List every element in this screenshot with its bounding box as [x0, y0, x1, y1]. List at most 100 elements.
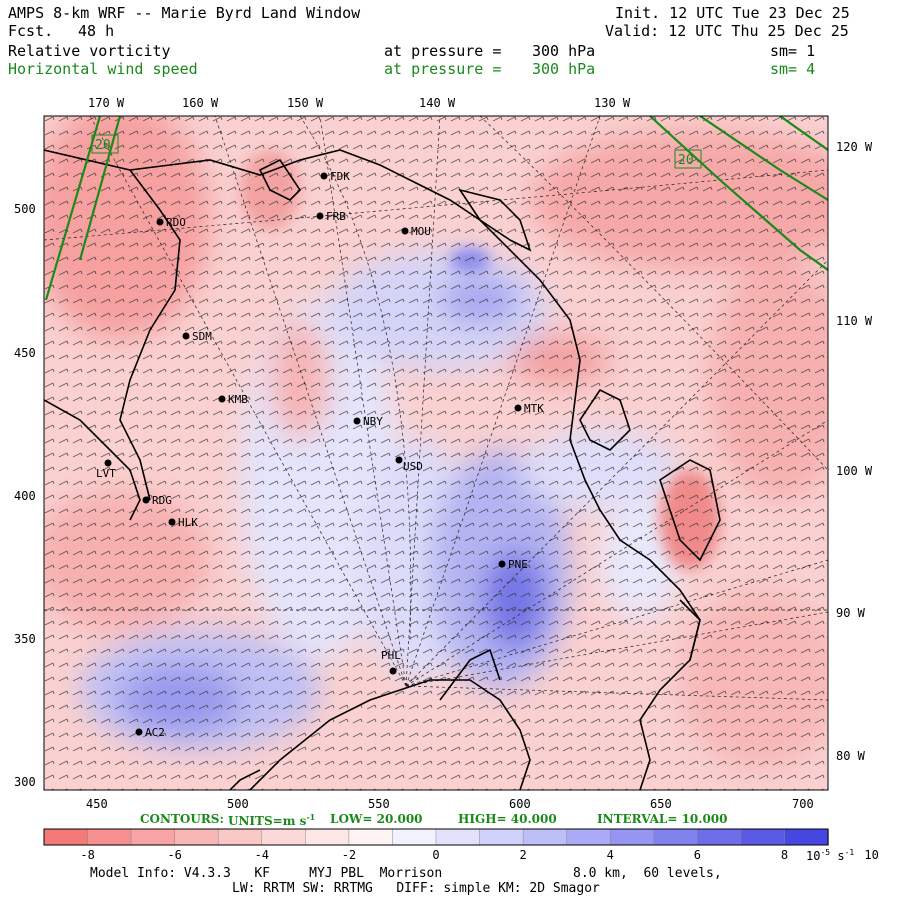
- left-axis-tick: 350: [14, 632, 36, 646]
- field2-pressure: 300 hPa: [532, 60, 596, 78]
- colorbar-tick-label: 2: [519, 848, 527, 862]
- colorbar-unit: 10-5 s-1: [806, 848, 855, 863]
- field2-smoothing: sm= 4: [770, 60, 816, 78]
- forecast-hour: 48 h: [78, 22, 115, 40]
- contours-low: LOW= 20.000: [330, 812, 423, 826]
- field1-pressure-label: at pressure =: [384, 42, 502, 60]
- right-longitude-label: 100 W: [836, 464, 873, 478]
- station-marker: [316, 212, 324, 220]
- colorbar-swatch: [87, 828, 132, 846]
- station-label: LVT: [96, 467, 116, 480]
- station-label: KMB: [228, 393, 248, 406]
- station-label: FRB: [326, 210, 346, 223]
- station-marker: [514, 404, 522, 412]
- right-longitude-label: 110 W: [836, 314, 873, 328]
- top-longitude-label: 170 W: [88, 96, 125, 110]
- colorbar-tick-label: 8: [780, 848, 789, 862]
- colorbar-swatch: [43, 828, 89, 846]
- colorbar-swatch: [653, 828, 699, 846]
- station-marker: [104, 459, 112, 467]
- contour-label-box-2: [674, 149, 702, 169]
- station-label: USD: [403, 460, 423, 473]
- bottom-axis-tick: 550: [368, 797, 390, 811]
- field2-name: Horizontal wind speed: [8, 60, 198, 78]
- colorbar-tick-label: -8: [80, 848, 95, 862]
- top-longitude-label: 140 W: [419, 96, 456, 110]
- colorbar-tick-label: 0: [432, 848, 440, 862]
- bottom-axis-tick: 700: [792, 797, 814, 811]
- colorbar-tick-label: -4: [254, 848, 270, 862]
- contours-interval: INTERVAL= 10.000: [597, 812, 728, 826]
- field1-name: Relative vorticity: [8, 42, 171, 60]
- top-longitude-label: 160 W: [182, 96, 219, 110]
- contour-label-box-1: [91, 134, 119, 154]
- station-label: SDM: [192, 330, 212, 343]
- bottom-axis-tick: 450: [86, 797, 108, 811]
- right-longitude-label: 80 W: [836, 749, 865, 763]
- model-info: Model Info: V4.3.3 KF MYJ PBL Morrison: [90, 866, 443, 881]
- station-marker: [135, 728, 143, 736]
- colorbar-swatch: [217, 828, 263, 846]
- left-axis-tick: 300: [14, 775, 36, 789]
- station-label: MOU: [411, 225, 431, 238]
- right-longitude-label: 120 W: [836, 140, 873, 154]
- colorbar-swatch: [174, 828, 219, 846]
- colorbar-swatch: [305, 828, 350, 846]
- colorbar-tick-label: 4: [606, 848, 614, 862]
- station-marker: [142, 496, 150, 504]
- bottom-axis-tick: 500: [227, 797, 249, 811]
- colorbar-frame: [43, 828, 829, 846]
- valid-time: Valid: 12 UTC Thu 25 Dec 25: [605, 22, 849, 40]
- colorbar-swatch: [130, 828, 176, 846]
- station-label: NBY: [363, 415, 383, 428]
- station-marker: [395, 456, 403, 464]
- colorbar-swatch: [784, 828, 829, 846]
- station-label: FDK: [330, 170, 350, 183]
- top-longitude-label: 150 W: [287, 96, 324, 110]
- contours-label: CONTOURS:: [140, 812, 224, 826]
- left-axis-tick: 450: [14, 346, 36, 360]
- contours-units: UNITS=m s-1: [228, 812, 316, 828]
- init-time: Init. 12 UTC Tue 23 Dec 25: [615, 4, 850, 22]
- colorbar-swatch: [609, 828, 655, 846]
- contour-label-1: 20: [95, 138, 111, 153]
- colorbar-tick-label: -2: [341, 848, 357, 862]
- field1-smoothing: sm= 1: [770, 42, 816, 60]
- field1-pressure: 300 hPa: [532, 42, 596, 60]
- model-resolution: 8.0 km, 60 levels,: [573, 866, 722, 881]
- field2-pressure-label: at pressure =: [384, 60, 502, 78]
- station-marker: [401, 227, 409, 235]
- station-marker: [320, 172, 328, 180]
- colorbar-swatch: [740, 828, 786, 846]
- station-label: PNE: [508, 558, 528, 571]
- colorbar-tick-label: 10: [864, 848, 879, 862]
- contours-high: HIGH= 40.000: [458, 812, 557, 826]
- top-longitude-label: 130 W: [594, 96, 631, 110]
- colorbar-swatch: [348, 828, 394, 846]
- colorbar-swatch: [522, 828, 568, 846]
- station-label: PHL: [381, 649, 401, 662]
- station-label: RDO: [166, 216, 186, 229]
- bottom-axis-tick: 600: [509, 797, 531, 811]
- station-marker: [353, 417, 361, 425]
- colorbar: [43, 828, 829, 846]
- colorbar-tick-label: 6: [693, 848, 701, 862]
- model-physics: LW: RRTM SW: RRTMG DIFF: simple KM: 2D S…: [232, 881, 600, 896]
- station-marker: [182, 332, 190, 340]
- station-marker: [168, 518, 176, 526]
- vorticity-field: 20 20 FDK FRB MOU RDO SDM KMB NBY MTK USD LVT RDG H…: [44, 116, 828, 790]
- right-longitude-label: 90 W: [836, 606, 865, 620]
- map-frame: [43, 115, 829, 791]
- station-marker: [156, 218, 164, 226]
- map-title: AMPS 8-km WRF -- Marie Byrd Land Window: [8, 4, 361, 22]
- left-axis-tick: 400: [14, 489, 36, 503]
- colorbar-swatch: [566, 828, 611, 846]
- colorbar-swatch: [261, 828, 307, 846]
- station-label: MTK: [524, 402, 544, 415]
- colorbar-swatch: [697, 828, 742, 846]
- station-label: HLK: [178, 516, 198, 529]
- left-axis-tick: 500: [14, 202, 36, 216]
- colorbar-swatch: [392, 828, 437, 846]
- bottom-axis-tick: 650: [650, 797, 672, 811]
